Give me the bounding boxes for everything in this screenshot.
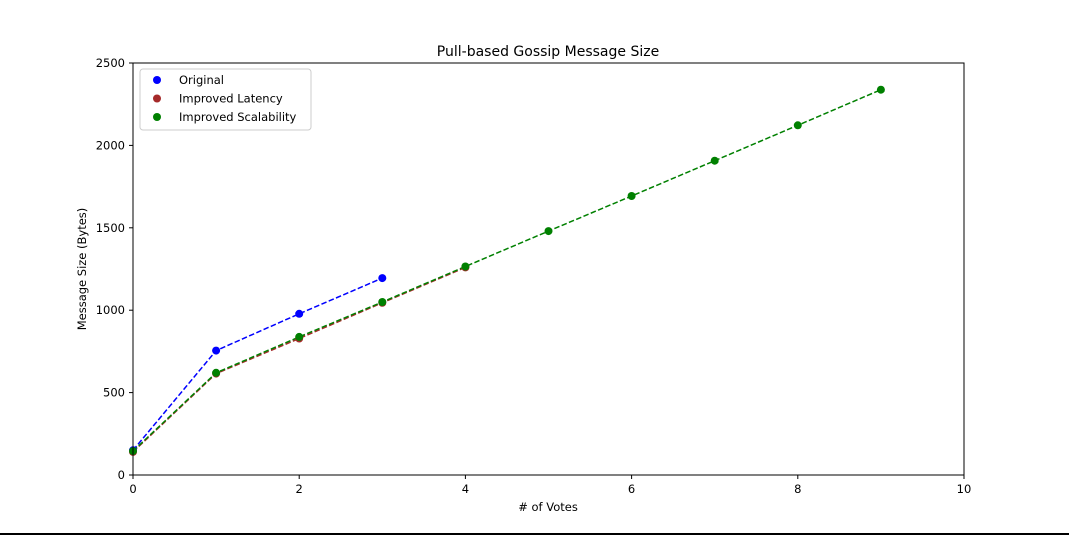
y-tick-label: 1000 xyxy=(96,303,125,317)
legend: Original Improved Latency Improved Scalabi… xyxy=(139,68,312,131)
x-tick-label: 8 xyxy=(794,482,801,496)
data-point xyxy=(212,346,221,355)
legend-marker xyxy=(153,76,161,84)
x-tick-label: 10 xyxy=(957,482,972,496)
y-tick-label: 500 xyxy=(103,386,125,400)
data-point xyxy=(378,298,387,306)
legend-marker xyxy=(153,113,161,121)
x-tick-label: 2 xyxy=(296,482,303,496)
x-tick-label: 6 xyxy=(628,482,635,496)
y-tick-label: 2500 xyxy=(96,56,125,70)
legend-label: Improved Latency xyxy=(179,92,283,106)
series-line xyxy=(132,277,383,451)
x-tick-label: 0 xyxy=(129,482,136,496)
data-point xyxy=(461,262,470,271)
series-line xyxy=(132,89,882,452)
x-axis: 0 2 4 6 8 10 xyxy=(129,475,971,496)
data-point xyxy=(710,156,719,165)
y-axis-label: Message Size (Bytes) xyxy=(75,208,89,331)
x-axis-label: # of Votes xyxy=(518,500,578,514)
data-point xyxy=(378,274,387,283)
series-line xyxy=(132,266,466,453)
plot-area xyxy=(129,85,885,456)
data-point xyxy=(212,368,221,377)
x-tick-label: 4 xyxy=(462,482,469,496)
bottom-divider xyxy=(0,533,1069,535)
data-point xyxy=(627,192,636,200)
y-tick-label: 0 xyxy=(118,468,125,482)
chart-title: Pull-based Gossip Message Size xyxy=(437,44,659,60)
legend-label: Original xyxy=(179,73,224,87)
data-point xyxy=(544,227,553,236)
y-axis: 0 500 1000 1500 2000 2500 xyxy=(96,56,133,482)
legend-label: Improved Scalability xyxy=(179,110,297,124)
data-point xyxy=(793,121,802,130)
data-point xyxy=(876,85,885,94)
legend-frame xyxy=(139,68,312,131)
legend-marker xyxy=(153,94,161,103)
data-point xyxy=(295,309,304,318)
y-tick-label: 2000 xyxy=(96,138,125,152)
y-tick-label: 1500 xyxy=(96,221,125,235)
data-point xyxy=(295,332,304,341)
plot-frame xyxy=(132,62,965,476)
